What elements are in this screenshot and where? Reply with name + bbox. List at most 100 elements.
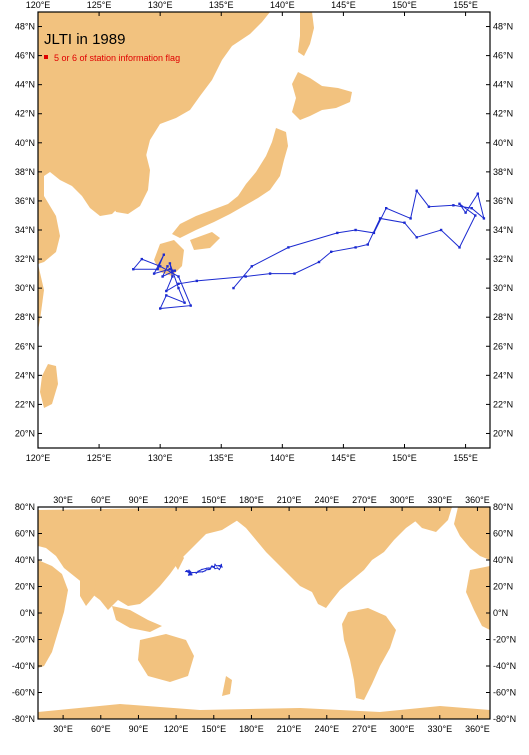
lat-tick-label-left: 24°N: [15, 370, 35, 380]
lat-tick-label-right: 42°N: [493, 109, 513, 119]
station-point: [354, 228, 357, 232]
lon-tick-label-top: 240°E: [314, 495, 339, 505]
station-point: [188, 573, 190, 575]
station-point: [220, 566, 222, 568]
lat-tick-label-left: -60°N: [12, 688, 35, 698]
legend-label: 5 or 6 of station information flag: [54, 53, 180, 63]
antarctica-land: [38, 704, 490, 719]
lat-tick-label-right: 36°N: [493, 196, 513, 206]
lat-tick-label-right: 40°N: [493, 138, 513, 148]
taiwan-land: [40, 364, 58, 408]
station-point: [287, 246, 290, 249]
lon-tick-label-bottom: 90°E: [129, 724, 149, 734]
station-point: [159, 265, 162, 268]
station-point: [199, 571, 201, 573]
station-point: [177, 282, 180, 285]
station-point: [214, 563, 216, 565]
lon-tick-label-top: 210°E: [277, 495, 302, 505]
lon-tick-label-top: 300°E: [390, 495, 415, 505]
station-point: [159, 307, 162, 310]
lon-tick-label-bottom: 130°E: [148, 453, 173, 463]
station-point: [195, 572, 197, 574]
station-point: [168, 262, 172, 265]
lon-tick-label-bottom: 270°E: [352, 724, 377, 734]
africa-land: [38, 560, 68, 668]
lon-tick-label-top: 180°E: [239, 495, 264, 505]
station-point: [206, 567, 208, 569]
greenland-land: [408, 507, 452, 532]
station-point: [214, 568, 216, 570]
lon-tick-label-bottom: 300°E: [390, 724, 415, 734]
lon-tick-label-bottom: 140°E: [270, 453, 295, 463]
lat-tick-label-left: -40°N: [12, 661, 35, 671]
station-point: [188, 570, 190, 572]
station-point: [336, 231, 339, 235]
station-point: [213, 566, 215, 568]
station-point: [189, 571, 191, 573]
lat-tick-label-left: 22°N: [15, 399, 35, 409]
station-point: [183, 301, 186, 304]
station-point: [166, 265, 169, 268]
station-point: [476, 192, 479, 195]
lat-tick-label-left: 20°N: [15, 582, 35, 592]
station-point: [385, 207, 388, 210]
lon-tick-label-bottom: 360°E: [465, 724, 490, 734]
lat-tick-label-right: 48°N: [493, 22, 513, 32]
station-point: [458, 246, 461, 249]
station-point: [173, 269, 176, 272]
station-point: [208, 567, 210, 569]
station-point: [210, 566, 212, 568]
station-point: [161, 275, 164, 278]
lat-tick-label-left: 34°N: [15, 225, 35, 235]
station-point: [250, 265, 253, 268]
lat-tick-label-right: 20°N: [493, 582, 513, 592]
lon-tick-label-top: 120°E: [26, 0, 51, 10]
station-point: [204, 570, 206, 572]
lon-tick-label-bottom: 240°E: [314, 724, 339, 734]
west-africa-land: [466, 566, 490, 630]
lon-tick-label-bottom: 210°E: [277, 724, 302, 734]
lon-tick-label-bottom: 120°E: [164, 724, 189, 734]
lon-tick-label-top: 90°E: [129, 495, 149, 505]
lat-tick-label-left: 60°N: [15, 529, 35, 539]
station-point: [409, 217, 412, 220]
station-point: [171, 275, 174, 278]
station-point: [165, 294, 168, 297]
station-point: [195, 279, 198, 283]
lat-tick-label-left: 48°N: [15, 22, 35, 32]
lon-tick-label-bottom: 145°E: [331, 453, 356, 463]
lat-tick-label-right: -60°N: [493, 688, 516, 698]
station-point: [218, 565, 220, 567]
station-point: [152, 272, 156, 275]
cruise-track-line: [132, 189, 485, 310]
korea-peninsula-land: [104, 146, 150, 214]
station-point: [232, 286, 235, 290]
lon-tick-label-bottom: 30°E: [53, 724, 73, 734]
station-point: [220, 564, 222, 566]
lat-tick-label-left: 42°N: [15, 109, 35, 119]
station-point: [439, 228, 443, 232]
lon-tick-label-bottom: 150°E: [392, 453, 417, 463]
lat-tick-label-left: 36°N: [15, 196, 35, 206]
station-point: [208, 568, 210, 571]
station-point: [366, 243, 369, 246]
japan-land-small: [172, 552, 184, 570]
station-point: [218, 568, 220, 571]
global-ticks: 30°E 30°E 60°E 60°E 90°E 90°E 120°E 120°E 150°E 1…: [12, 495, 516, 734]
lat-tick-label-right: 60°N: [493, 529, 513, 539]
lat-tick-label-left: 28°N: [15, 312, 35, 322]
station-point: [268, 272, 272, 275]
lat-tick-label-right: 80°N: [493, 502, 513, 512]
map-title: JLTI in 1989: [44, 31, 125, 48]
lon-tick-label-top: 150°E: [201, 495, 226, 505]
lat-tick-label-left: 26°N: [15, 341, 35, 351]
lat-tick-label-left: 44°N: [15, 80, 35, 90]
station-point: [205, 569, 207, 571]
lon-tick-label-bottom: 155°E: [453, 453, 478, 463]
maritime-asia-land: [112, 606, 162, 632]
lon-tick-label-top: 120°E: [164, 495, 189, 505]
station-point: [244, 275, 247, 278]
lat-tick-label-left: -80°N: [12, 714, 35, 724]
station-point: [372, 231, 376, 235]
